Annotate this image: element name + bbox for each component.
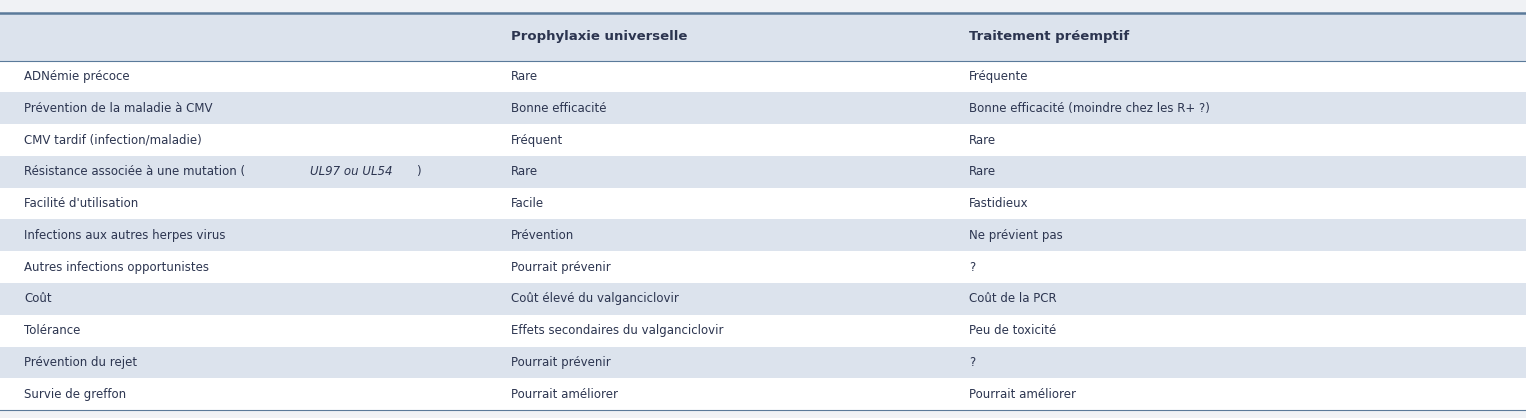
Text: ?: ?	[969, 356, 975, 369]
Text: Rare: Rare	[511, 70, 539, 83]
Text: Pourrait prévenir: Pourrait prévenir	[511, 260, 610, 274]
Bar	[0, 315, 1526, 347]
Bar	[0, 61, 1526, 92]
Text: CMV tardif (infection/maladie): CMV tardif (infection/maladie)	[24, 133, 201, 147]
Text: ADNémie précoce: ADNémie précoce	[24, 70, 130, 83]
Text: Rare: Rare	[969, 165, 996, 178]
Text: Coût de la PCR: Coût de la PCR	[969, 292, 1056, 306]
Bar	[0, 188, 1526, 219]
Bar	[0, 156, 1526, 188]
Text: Prévention de la maladie à CMV: Prévention de la maladie à CMV	[24, 102, 214, 115]
Bar	[0, 92, 1526, 124]
Bar	[0, 251, 1526, 283]
Text: Fréquente: Fréquente	[969, 70, 1029, 83]
Text: ?: ?	[969, 260, 975, 274]
Text: UL97 ou UL54: UL97 ou UL54	[310, 165, 392, 178]
Bar	[0, 13, 1526, 61]
Text: Peu de toxicité: Peu de toxicité	[969, 324, 1056, 337]
Text: Ne prévient pas: Ne prévient pas	[969, 229, 1062, 242]
Text: Infections aux autres herpes virus: Infections aux autres herpes virus	[24, 229, 226, 242]
Bar	[0, 219, 1526, 251]
Text: Tolérance: Tolérance	[24, 324, 81, 337]
Text: Prévention: Prévention	[511, 229, 574, 242]
Text: Prévention du rejet: Prévention du rejet	[24, 356, 137, 369]
Text: Rare: Rare	[511, 165, 539, 178]
Bar	[0, 347, 1526, 378]
Text: Bonne efficacité: Bonne efficacité	[511, 102, 607, 115]
Text: Bonne efficacité (moindre chez les R+ ?): Bonne efficacité (moindre chez les R+ ?)	[969, 102, 1210, 115]
Text: Traitement préemptif: Traitement préemptif	[969, 30, 1129, 43]
Text: Effets secondaires du valganciclovir: Effets secondaires du valganciclovir	[511, 324, 723, 337]
Text: Coût: Coût	[24, 292, 52, 306]
Text: Résistance associée à une mutation (: Résistance associée à une mutation (	[24, 165, 246, 178]
Text: Coût élevé du valganciclovir: Coût élevé du valganciclovir	[511, 292, 679, 306]
Text: Rare: Rare	[969, 133, 996, 147]
Text: ): )	[417, 165, 421, 178]
Text: Fastidieux: Fastidieux	[969, 197, 1029, 210]
Bar	[0, 283, 1526, 315]
Bar	[0, 378, 1526, 410]
Text: Survie de greffon: Survie de greffon	[24, 387, 127, 401]
Bar	[0, 124, 1526, 156]
Text: Pourrait améliorer: Pourrait améliorer	[969, 387, 1076, 401]
Text: Prophylaxie universelle: Prophylaxie universelle	[511, 30, 688, 43]
Text: Pourrait améliorer: Pourrait améliorer	[511, 387, 618, 401]
Text: Autres infections opportunistes: Autres infections opportunistes	[24, 260, 209, 274]
Text: Pourrait prévenir: Pourrait prévenir	[511, 356, 610, 369]
Text: Facilité d'utilisation: Facilité d'utilisation	[24, 197, 139, 210]
Text: Facile: Facile	[511, 197, 545, 210]
Text: Fréquent: Fréquent	[511, 133, 563, 147]
